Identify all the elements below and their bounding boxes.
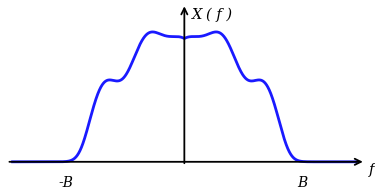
Text: B: B [298, 176, 308, 190]
Text: -B: -B [58, 176, 74, 190]
Text: f: f [369, 163, 375, 177]
Text: X ( f ): X ( f ) [192, 8, 232, 22]
